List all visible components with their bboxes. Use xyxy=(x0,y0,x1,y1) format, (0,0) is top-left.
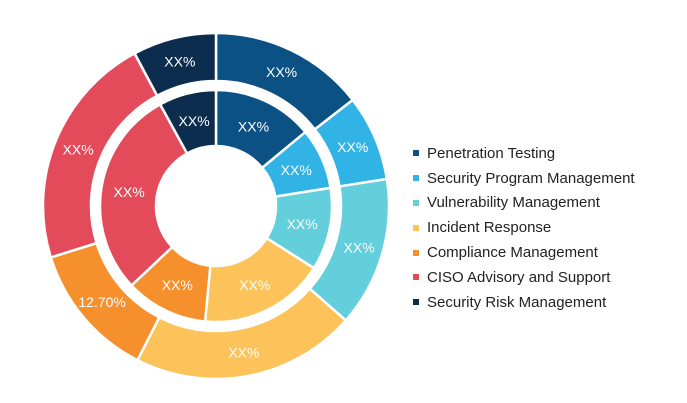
legend-item-vulnerability-management: Vulnerability Management xyxy=(413,191,635,216)
legend-swatch xyxy=(413,299,419,306)
outer-label-ciso-advisory-and-support: XX% xyxy=(63,141,94,157)
legend-item-security-program-management: Security Program Management xyxy=(413,166,635,191)
legend-item-ciso-advisory-and-support: CISO Advisory and Support xyxy=(413,265,635,290)
inner-slice-security-risk-management xyxy=(158,88,218,155)
legend-label: Incident Response xyxy=(427,219,552,237)
inner-label-compliance-management: XX% xyxy=(162,277,193,293)
inner-slice-ciso-advisory-and-support xyxy=(98,103,189,287)
legend-swatch xyxy=(413,150,419,157)
outer-slice-security-risk-management xyxy=(133,31,218,97)
donut-chart: XX% XX% XX% XX% 12.70% XX% XX% XX% XX% XX% XX% XX% X… xyxy=(41,31,391,381)
legend-swatch xyxy=(413,199,419,206)
legend-swatch xyxy=(413,274,419,281)
inner-label-security-risk-management: XX% xyxy=(179,113,210,129)
legend-item-compliance-management: Compliance Management xyxy=(413,240,635,265)
legend-item-security-risk-management: Security Risk Management xyxy=(413,290,635,315)
legend-item-incident-response: Incident Response xyxy=(413,215,635,240)
outer-label-security-risk-management: XX% xyxy=(164,53,195,69)
legend-label: Security Program Management xyxy=(427,169,635,187)
legend-label: Penetration Testing xyxy=(427,144,556,162)
inner-label-vulnerability-management: XX% xyxy=(287,216,318,232)
legend-label: CISO Advisory and Support xyxy=(427,268,611,286)
inner-label-security-program-management: XX% xyxy=(281,162,312,178)
chart-legend: Penetration Testing Security Program Mana… xyxy=(413,141,635,315)
inner-label-penetration-testing: XX% xyxy=(238,118,269,134)
outer-label-vulnerability-management: XX% xyxy=(344,240,375,256)
legend-swatch xyxy=(413,249,419,256)
legend-label: Security Risk Management xyxy=(427,293,607,311)
outer-label-security-program-management: XX% xyxy=(337,139,368,155)
legend-label: Compliance Management xyxy=(427,244,598,262)
inner-label-incident-response: XX% xyxy=(239,277,270,293)
legend-swatch xyxy=(413,175,419,182)
outer-label-penetration-testing: XX% xyxy=(266,64,297,80)
legend-swatch xyxy=(413,224,419,231)
donut-chart-svg: XX% XX% XX% XX% 12.70% XX% XX% XX% XX% XX% XX% XX% X… xyxy=(41,31,391,381)
legend-item-penetration-testing: Penetration Testing xyxy=(413,141,635,166)
legend-label: Vulnerability Management xyxy=(427,194,600,212)
inner-label-ciso-advisory-and-support: XX% xyxy=(114,184,145,200)
outer-label-compliance-management: 12.70% xyxy=(78,294,125,310)
outer-label-incident-response: XX% xyxy=(228,344,259,360)
